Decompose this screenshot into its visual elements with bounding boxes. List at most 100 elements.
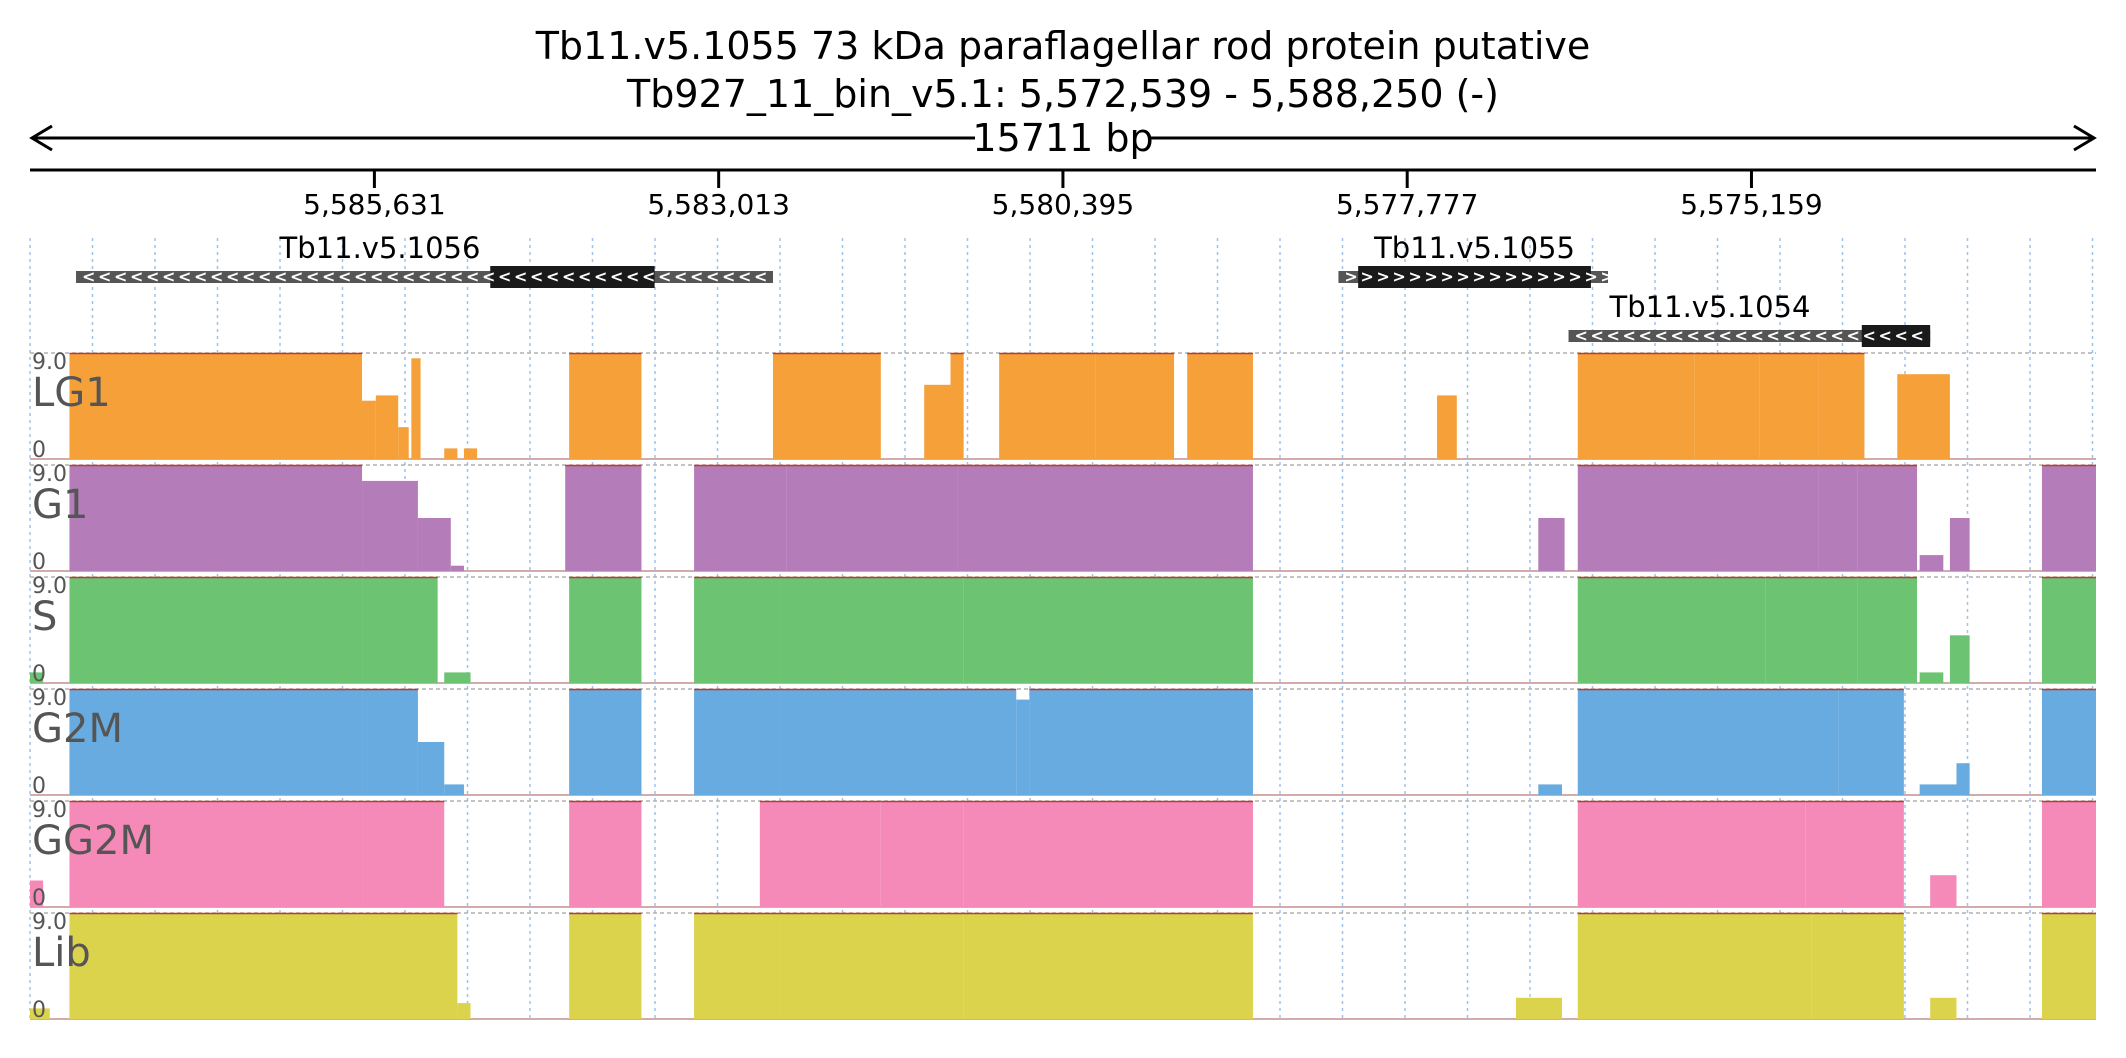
coverage-bar xyxy=(569,913,642,1019)
track-ymax-label: 9.0 xyxy=(32,574,67,599)
strand-arrow-icon: < xyxy=(338,267,351,286)
track-ymax-label: 9.0 xyxy=(32,350,67,375)
tick-label: 5,585,631 xyxy=(303,188,446,221)
coverage-bar xyxy=(1577,913,1694,1019)
coverage-bar xyxy=(362,480,418,571)
coverage-bar xyxy=(963,577,1253,683)
track-G2M: 9.0 0 G2M xyxy=(30,686,2096,799)
coverage-bar xyxy=(30,672,44,683)
coverage-bar xyxy=(2041,801,2096,907)
strand-arrow-icon: > xyxy=(1552,267,1565,286)
coverage-bar xyxy=(694,689,780,795)
strand-arrow-icon: > xyxy=(1440,267,1453,286)
coverage-bar xyxy=(69,913,363,1019)
strand-arrow-icon: < xyxy=(146,267,159,286)
coverage-bar xyxy=(375,395,399,459)
coverage-bar xyxy=(362,913,458,1019)
strand-arrow-icon: < xyxy=(306,267,319,286)
strand-arrow-icon: < xyxy=(546,267,559,286)
strand-arrow-icon: < xyxy=(1607,326,1620,345)
coverage-bar xyxy=(1577,577,1694,683)
strand-arrow-icon: > xyxy=(1536,267,1549,286)
strand-arrow-icon: < xyxy=(722,267,735,286)
chart-title: Tb11.v5.1055 73 kDa paraflagellar rod pr… xyxy=(535,24,1591,68)
strand-arrow-icon: < xyxy=(1575,326,1588,345)
coverage-bar xyxy=(450,565,464,571)
coverage-bar xyxy=(1897,374,1950,459)
chart-subtitle-region: Tb927_11_bin_v5.1: 5,572,539 - 5,588,250… xyxy=(626,72,1499,116)
strand-arrow-icon: > xyxy=(1408,267,1421,286)
track-ymin-label: 0 xyxy=(32,662,46,687)
tick-label: 5,575,159 xyxy=(1680,188,1823,221)
tick-label: 5,577,777 xyxy=(1336,188,1479,221)
coverage-bar xyxy=(30,1008,50,1019)
coverage-bar xyxy=(411,358,421,459)
coverage-bar xyxy=(1577,353,1695,459)
strand-arrow-icon: < xyxy=(354,267,367,286)
coverage-bar xyxy=(1694,353,1760,459)
strand-arrow-icon: < xyxy=(1783,326,1796,345)
track-name-label: G2M xyxy=(32,706,123,752)
track-name-label: GG2M xyxy=(32,818,154,864)
strand-arrow-icon: < xyxy=(498,267,511,286)
strand-arrow-icon: < xyxy=(178,267,191,286)
strand-arrow-icon: < xyxy=(290,267,303,286)
strand-arrow-icon: < xyxy=(434,267,447,286)
coverage-bar xyxy=(1577,465,1694,571)
strand-arrow-icon: < xyxy=(1751,326,1764,345)
strand-arrow-icon: < xyxy=(1671,326,1684,345)
strand-arrow-icon: < xyxy=(386,267,399,286)
track-name-label: Lib xyxy=(32,930,91,976)
strand-arrow-icon: > xyxy=(1472,267,1485,286)
coverage-bar xyxy=(957,465,1253,571)
coverage-bar xyxy=(1857,577,1918,683)
strand-arrow-icon: < xyxy=(194,267,207,286)
gene-Tb11.v5.1056[interactable]: < < < < < < < < < < < < < < < < < < < < < < < < < < < < < < < < < < < < < < < <… xyxy=(76,231,773,288)
strand-arrow-icon: > xyxy=(1568,267,1581,286)
strand-arrow-icon: > xyxy=(1424,267,1437,286)
track-ymin-label: 0 xyxy=(32,774,46,799)
coverage-bar xyxy=(1805,801,1904,907)
coverage-bar xyxy=(1838,689,1904,795)
strand-arrow-icon: < xyxy=(1735,326,1748,345)
strand-arrow-icon: > xyxy=(1520,267,1533,286)
coverage-bar xyxy=(950,353,964,459)
strand-arrow-icon: < xyxy=(450,267,463,286)
coverage-bar xyxy=(1956,763,1970,795)
gene-label: Tb11.v5.1054 xyxy=(1609,290,1811,324)
span-label: 15711 bp xyxy=(972,116,1153,160)
coverage-bar xyxy=(779,689,1017,795)
track-GG2M: 9.0 0 GG2M xyxy=(30,798,2096,911)
track-ymax-label: 9.0 xyxy=(32,686,67,711)
strand-arrow-icon: > xyxy=(1456,267,1469,286)
strand-arrow-icon: < xyxy=(530,267,543,286)
strand-arrow-icon: < xyxy=(1831,326,1844,345)
gene-label: Tb11.v5.1056 xyxy=(279,231,481,265)
coverage-bar xyxy=(362,400,376,459)
strand-arrow-icon: < xyxy=(130,267,143,286)
gene-cds-bar xyxy=(1358,266,1591,288)
coverage-bar xyxy=(1437,395,1457,459)
coverage-bar xyxy=(362,689,418,795)
tick-label: 5,583,013 xyxy=(647,188,790,221)
coverage-bar xyxy=(362,801,445,907)
coverage-bar xyxy=(1818,353,1865,459)
coverage-bar xyxy=(1930,997,1957,1019)
strand-arrow-icon: < xyxy=(1591,326,1604,345)
track-ymin-label: 0 xyxy=(32,998,46,1023)
coverage-bar xyxy=(772,353,881,459)
gene-Tb11.v5.1055[interactable]: > > > > > > > > > > > > > > > > >Tb11.v5.1055 xyxy=(1338,231,1614,288)
strand-arrow-icon: < xyxy=(1767,326,1780,345)
strand-arrow-icon: < xyxy=(114,267,127,286)
track-Lib: 9.0 0 Lib xyxy=(30,910,2096,1023)
strand-arrow-icon: < xyxy=(514,267,527,286)
coverage-bar xyxy=(694,465,787,571)
strand-arrow-icon: < xyxy=(226,267,239,286)
coverage-bar xyxy=(1538,518,1565,571)
coverage-bar xyxy=(694,913,780,1019)
gene-Tb11.v5.1054[interactable]: < < < < < < < < < < < < < < < < < < < < < <Tb11.v5.1054 xyxy=(1568,290,1931,347)
coverage-bar xyxy=(30,880,44,907)
span-arrow-left-icon xyxy=(29,124,53,152)
